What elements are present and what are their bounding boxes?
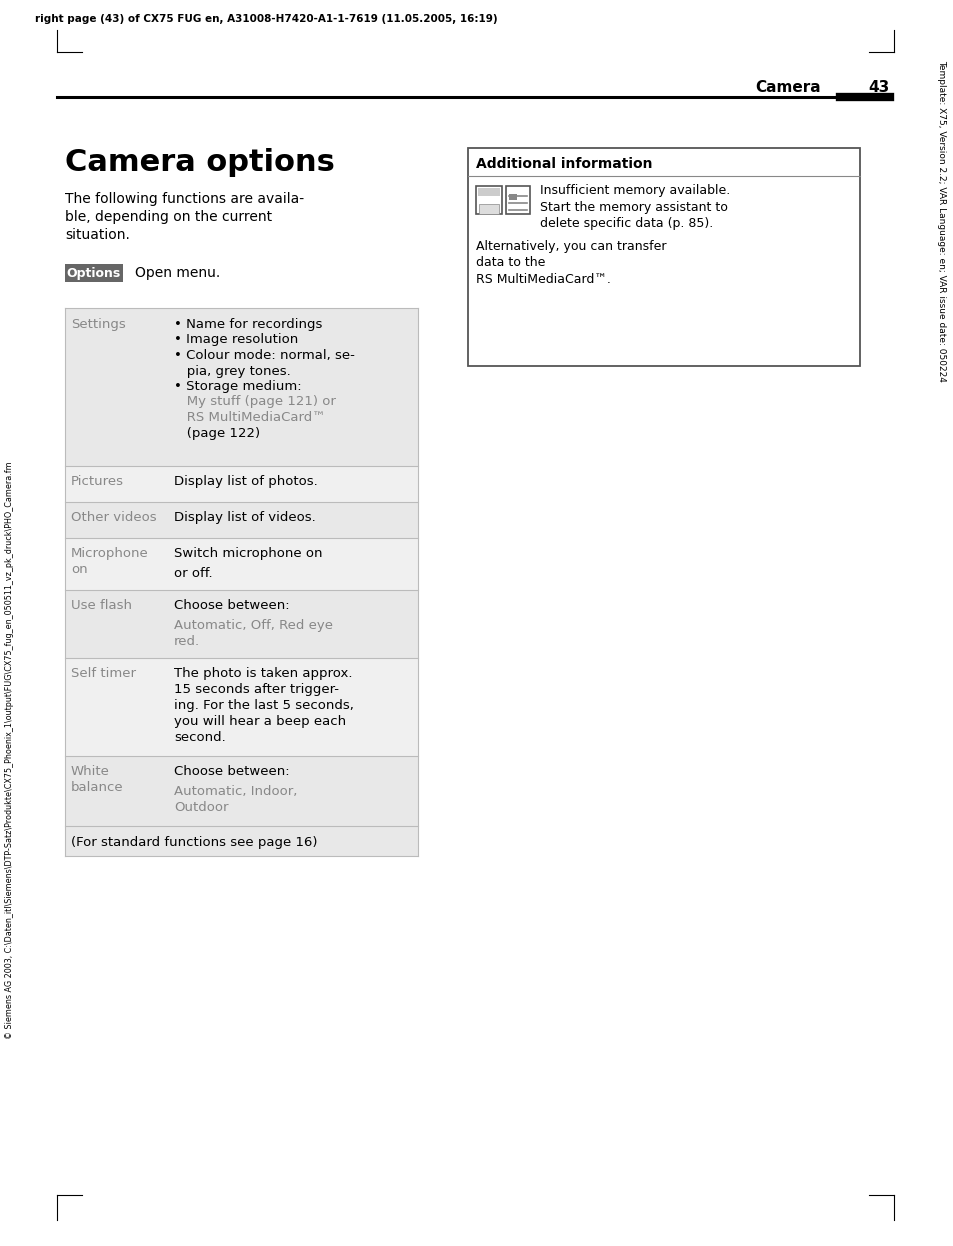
Text: (For standard functions see page 16): (For standard functions see page 16) [71, 836, 317, 849]
Text: Camera: Camera [754, 80, 820, 95]
Bar [505, 186, 530, 214]
Text: Choose between:: Choose between: [173, 599, 290, 612]
Text: Camera options: Camera options [65, 148, 335, 177]
Text: © Siemens AG 2003, C:\Daten_itl\Siemens\DTP-Satz\Produkte\CX75_Phoenix_1\output\: © Siemens AG 2003, C:\Daten_itl\Siemens\… [6, 461, 14, 1039]
Bar [65, 502, 417, 538]
Text: Automatic, Indoor,
Outdoor: Automatic, Indoor, Outdoor [173, 785, 297, 814]
Text: 43: 43 [868, 80, 889, 95]
Text: Settings: Settings [71, 318, 126, 331]
Text: RS MultiMediaCard™: RS MultiMediaCard™ [173, 411, 325, 424]
Text: Use flash: Use flash [71, 599, 132, 612]
Bar [65, 591, 417, 658]
Text: Additional information: Additional information [476, 157, 652, 171]
Text: Alternatively, you can transfer
data to the
RS MultiMediaCard™.: Alternatively, you can transfer data to … [476, 240, 666, 287]
Bar [65, 538, 417, 591]
Bar [65, 466, 417, 502]
Text: Display list of photos.: Display list of photos. [173, 475, 317, 488]
Text: ble, depending on the current: ble, depending on the current [65, 211, 272, 224]
Text: • Colour mode: normal, se-: • Colour mode: normal, se- [173, 349, 355, 363]
Bar [476, 186, 501, 214]
Bar [65, 308, 417, 466]
Text: Open menu.: Open menu. [135, 265, 220, 280]
Text: right page (43) of CX75 FUG en, A31008-H7420-A1-1-7619 (11.05.2005, 16:19): right page (43) of CX75 FUG en, A31008-H… [35, 14, 497, 24]
Text: • Storage medium:: • Storage medium: [173, 380, 301, 392]
Text: Template: X75, Version 2.2; VAR Language: en; VAR issue date: 050224: Template: X75, Version 2.2; VAR Language… [936, 60, 945, 381]
Text: Microphone
on: Microphone on [71, 547, 149, 576]
Bar [477, 188, 499, 196]
Text: Options: Options [67, 267, 121, 279]
Bar [478, 204, 498, 214]
Bar [509, 194, 517, 201]
Text: The following functions are availa-: The following functions are availa- [65, 192, 304, 206]
Text: Display list of videos.: Display list of videos. [173, 511, 315, 525]
Text: situation.: situation. [65, 228, 130, 242]
Bar [65, 756, 417, 826]
Bar [468, 148, 859, 366]
Text: (page 122): (page 122) [173, 426, 260, 440]
Text: Insufficient memory available.
Start the memory assistant to
delete specific dat: Insufficient memory available. Start the… [539, 184, 729, 231]
Bar [65, 658, 417, 756]
Bar [65, 264, 123, 282]
Text: pia, grey tones.: pia, grey tones. [173, 365, 291, 378]
Text: White
balance: White balance [71, 765, 124, 794]
Text: My stuff (page 121) or: My stuff (page 121) or [173, 395, 335, 409]
Text: Self timer: Self timer [71, 667, 136, 680]
Text: or off.: or off. [173, 567, 213, 579]
Text: Choose between:: Choose between: [173, 765, 290, 778]
Text: The photo is taken approx.
15 seconds after trigger-
ing. For the last 5 seconds: The photo is taken approx. 15 seconds af… [173, 667, 354, 744]
Bar [65, 826, 417, 856]
Text: Pictures: Pictures [71, 475, 124, 488]
Text: • Image resolution: • Image resolution [173, 334, 298, 346]
Text: Switch microphone on: Switch microphone on [173, 547, 322, 559]
Text: • Name for recordings: • Name for recordings [173, 318, 322, 331]
Text: Automatic, Off, Red eye
red.: Automatic, Off, Red eye red. [173, 619, 333, 648]
Text: Other videos: Other videos [71, 511, 156, 525]
